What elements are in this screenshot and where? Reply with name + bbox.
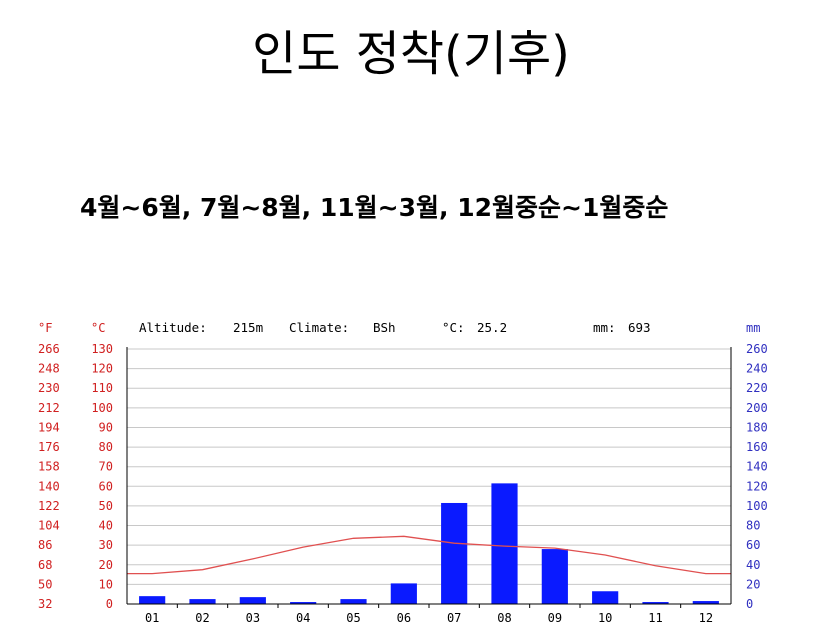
- celsius-tick-label: 120: [91, 362, 113, 376]
- celsius-tick-label: 10: [99, 577, 113, 591]
- climate-value: BSh: [373, 320, 396, 335]
- precip-bar: [290, 602, 317, 604]
- celsius-tick-label: 130: [91, 342, 113, 356]
- grid-lines: [127, 348, 731, 585]
- month-label: 06: [397, 611, 411, 625]
- fahrenheit-tick-label: 176: [38, 440, 60, 454]
- celsius-tick-label: 50: [99, 499, 113, 513]
- precip-value: 693: [628, 320, 651, 335]
- precip-tick-label: 60: [746, 538, 760, 552]
- month-label: 10: [598, 611, 612, 625]
- month-label: 12: [699, 611, 713, 625]
- precip-tick-label: 80: [746, 519, 760, 533]
- celsius-tick-label: 40: [99, 519, 113, 533]
- axes: [126, 347, 732, 608]
- fahrenheit-tick-label: 248: [38, 362, 60, 376]
- celsius-tick-label: 0: [106, 597, 113, 611]
- slide-title: 인도 정착(기후): [252, 26, 570, 82]
- fahrenheit-tick-label: 50: [38, 577, 52, 591]
- precip-tick-label: 140: [746, 460, 768, 474]
- month-label: 05: [346, 611, 360, 625]
- celsius-tick-label: 70: [99, 460, 113, 474]
- month-label: 08: [497, 611, 511, 625]
- precip-tick-label: 120: [746, 479, 768, 493]
- precip-tick-label: 180: [746, 420, 768, 434]
- precip-bar: [239, 597, 266, 604]
- celsius-tick-label: 110: [91, 381, 113, 395]
- celsius-tick-label: 90: [99, 420, 113, 434]
- climate-label: Climate:: [289, 320, 349, 335]
- precip-bar: [390, 583, 417, 604]
- month-label: 03: [246, 611, 260, 625]
- precip-tick-label: 200: [746, 401, 768, 415]
- precip-tick-label: 20: [746, 577, 760, 591]
- celsius-tick-label: 30: [99, 538, 113, 552]
- month-label: 01: [145, 611, 159, 625]
- unit-celsius: °C: [91, 321, 105, 335]
- unit-fahrenheit: °F: [38, 321, 52, 335]
- fahrenheit-tick-label: 158: [38, 460, 60, 474]
- altitude-value: 215m: [233, 320, 263, 335]
- precip-tick-label: 40: [746, 558, 760, 572]
- precip-bar: [441, 502, 468, 604]
- precip-bar: [491, 483, 518, 604]
- precip-bar: [592, 591, 619, 604]
- temp-value: 25.2: [477, 320, 507, 335]
- celsius-tick-label: 100: [91, 401, 113, 415]
- precip-bar: [692, 601, 719, 604]
- precip-tick-label: 0: [746, 597, 753, 611]
- precip-tick-label: 220: [746, 381, 768, 395]
- precip-bar: [642, 602, 669, 604]
- month-label: 07: [447, 611, 461, 625]
- month-label: 09: [548, 611, 562, 625]
- celsius-tick-label: 80: [99, 440, 113, 454]
- celsius-tick-label: 20: [99, 558, 113, 572]
- precip-bar: [541, 549, 568, 604]
- fahrenheit-tick-label: 212: [38, 401, 60, 415]
- precip-bar: [340, 599, 367, 604]
- fahrenheit-tick-label: 140: [38, 479, 60, 493]
- fahrenheit-tick-label: 68: [38, 558, 52, 572]
- precip-tick-label: 260: [746, 342, 768, 356]
- precip-tick-label: 160: [746, 440, 768, 454]
- precip-bar: [189, 599, 216, 604]
- unit-mm: mm: [746, 321, 760, 335]
- precip-tick-label: 100: [746, 499, 768, 513]
- temp-label: °C:: [442, 320, 465, 335]
- month-label: 04: [296, 611, 310, 625]
- altitude-label: Altitude:: [139, 320, 207, 335]
- fahrenheit-tick-label: 32: [38, 597, 52, 611]
- precipitation-bars: [139, 483, 719, 604]
- fahrenheit-tick-label: 266: [38, 342, 60, 356]
- precip-label: mm:: [593, 320, 616, 335]
- month-label: 11: [648, 611, 662, 625]
- slide-subtitle: 4월~6월, 7월~8월, 11월~3월, 12월중순~1월중순: [80, 193, 669, 222]
- fahrenheit-tick-label: 122: [38, 499, 60, 513]
- celsius-tick-label: 60: [99, 479, 113, 493]
- fahrenheit-tick-label: 104: [38, 519, 60, 533]
- precip-tick-label: 240: [746, 362, 768, 376]
- temperature-line-group: [127, 535, 731, 575]
- fahrenheit-tick-label: 86: [38, 538, 52, 552]
- fahrenheit-tick-label: 194: [38, 420, 60, 434]
- temperature-line: [127, 535, 731, 575]
- precip-bar: [139, 596, 166, 604]
- month-label: 02: [195, 611, 209, 625]
- fahrenheit-tick-label: 230: [38, 381, 60, 395]
